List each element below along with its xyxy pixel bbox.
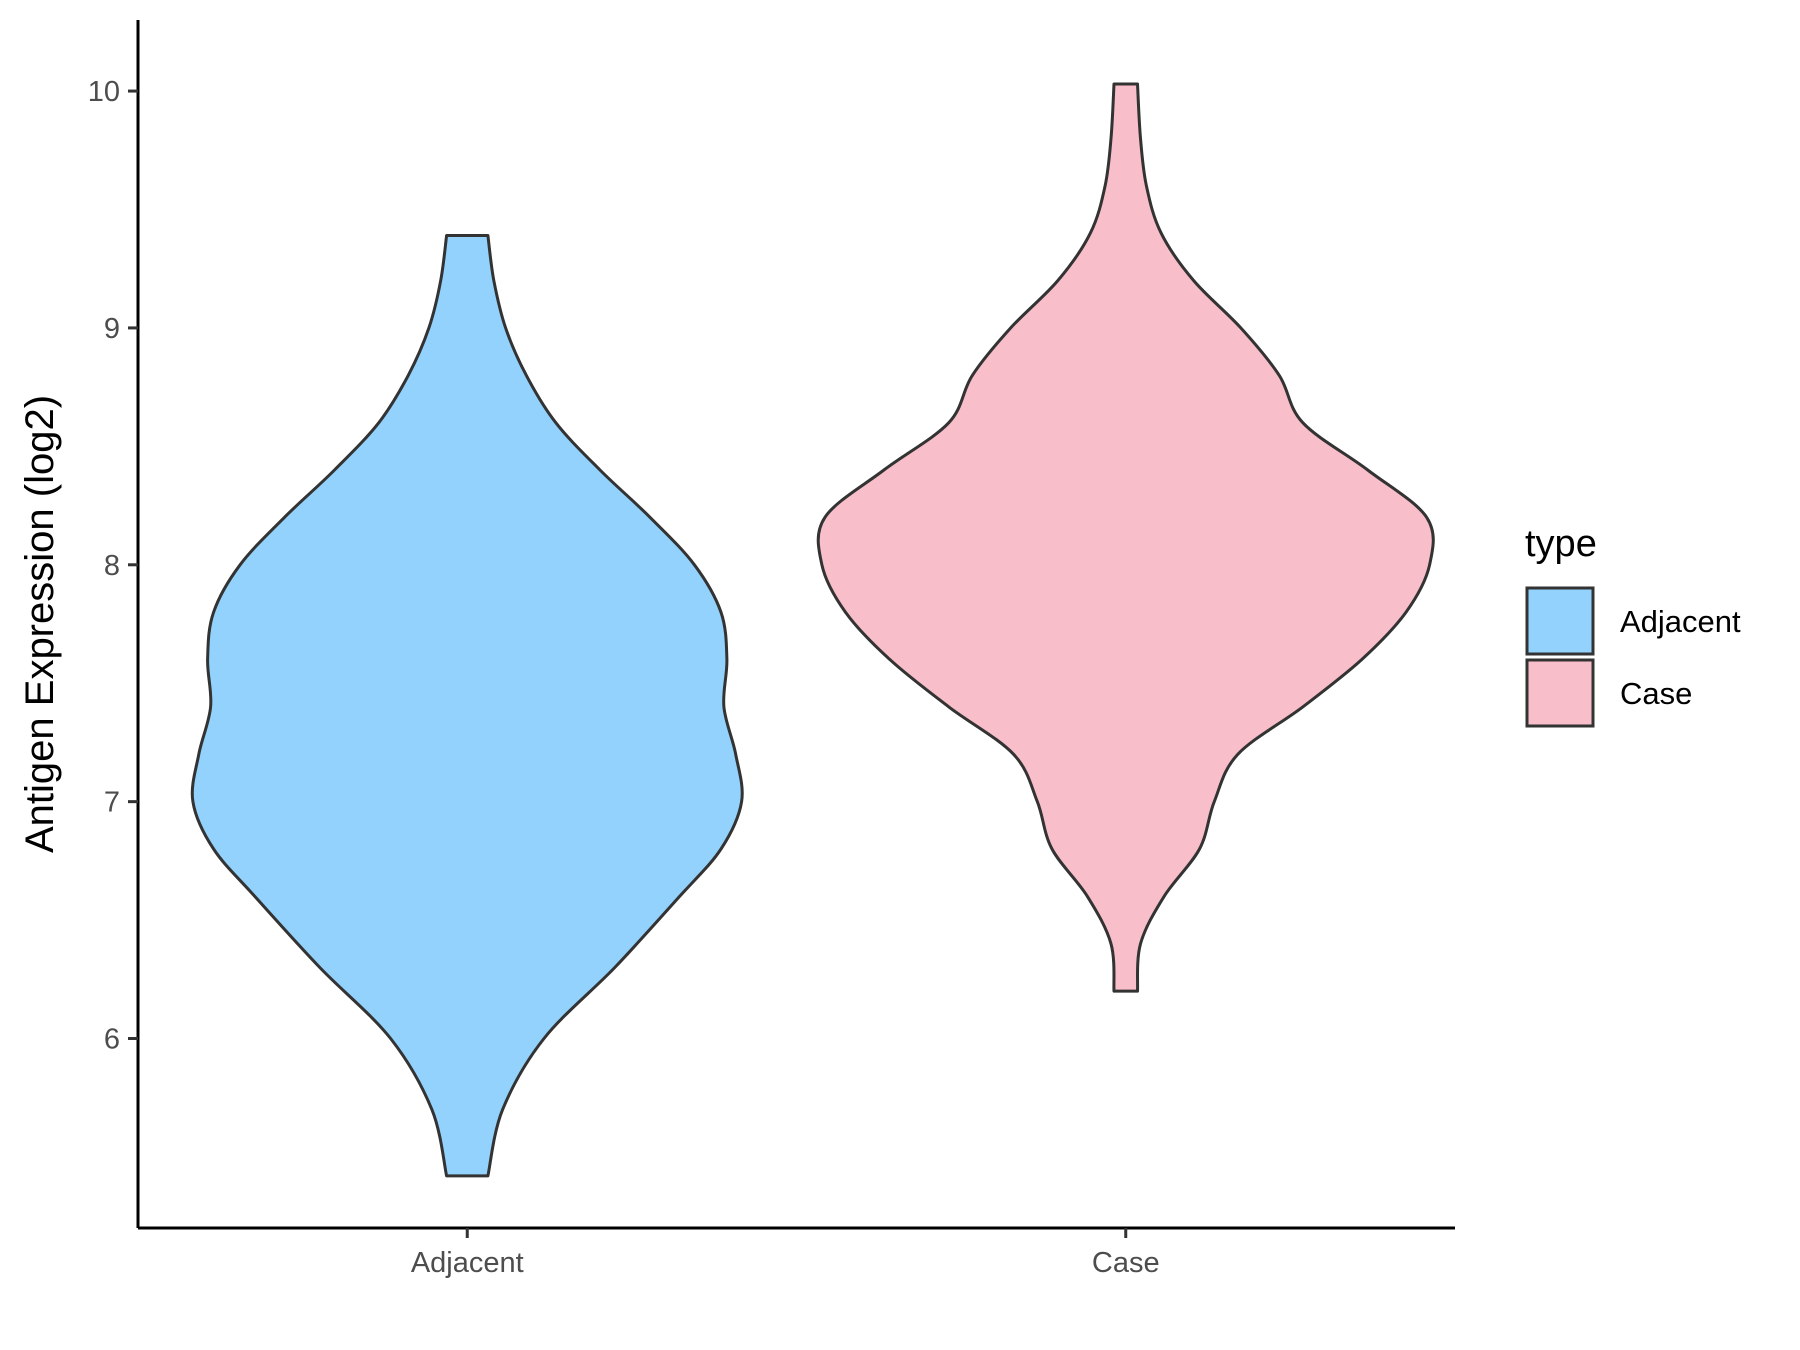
violin-case bbox=[816, 82, 1435, 993]
legend-label: Case bbox=[1620, 676, 1692, 711]
violin-adjacent bbox=[190, 234, 744, 1178]
y-tick-label: 9 bbox=[104, 313, 120, 345]
x-tick-label: Adjacent bbox=[411, 1247, 524, 1279]
x-tick-label: Case bbox=[1092, 1247, 1160, 1279]
legend-title: type bbox=[1525, 523, 1597, 565]
violins-layer bbox=[190, 82, 1435, 1178]
y-axis-title: Antigen Expression (log2) bbox=[18, 395, 62, 853]
legend-label: Adjacent bbox=[1620, 604, 1741, 639]
x-axis: Adjacent Case bbox=[138, 1226, 1455, 1279]
y-tick-label: 8 bbox=[104, 550, 120, 582]
y-tick-label: 7 bbox=[104, 787, 120, 819]
y-axis: 6 7 8 9 10 bbox=[88, 20, 140, 1228]
legend-swatch bbox=[1525, 658, 1595, 728]
legend: type Adjacent Case bbox=[1525, 523, 1741, 728]
y-tick-label: 6 bbox=[104, 1024, 120, 1056]
legend-swatch bbox=[1525, 586, 1595, 656]
y-tick-label: 10 bbox=[88, 76, 120, 108]
